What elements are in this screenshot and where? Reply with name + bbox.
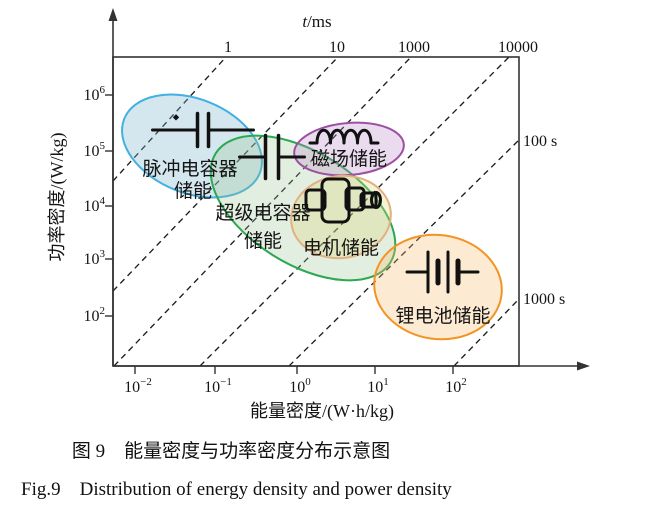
capacitor-icon [151,111,255,149]
x-tick-label-base: 10 [289,379,305,396]
time-line-1 [113,57,227,182]
x-tick-label-exp: −1 [220,376,232,388]
y-tick-label-exp: 2 [100,305,106,317]
x-tick-label-exp: 0 [305,376,311,388]
caption-chinese: 图 9 能量密度与功率密度分布示意图 [71,441,391,462]
y-tick-label: 102 [84,305,106,325]
caption-english: Fig.9 Distribution of energy density and… [21,479,452,500]
time-line-label-top: 1 [224,39,232,56]
x-tick-label-base: 10 [124,379,140,396]
top-axis-title: t/ms [302,12,331,31]
x-axis-title: 能量密度/(W·h/kg) [250,401,394,422]
region-label-motor-storage: 电机储能 [303,237,379,259]
x-axis-arrow [577,361,590,371]
time-line-label-top: 10 [329,39,345,56]
region-label-supercapacitor-storage: 超级电容器 [215,202,310,224]
y-tick-label: 106 [84,84,106,104]
y-tick-label-base: 10 [84,87,100,104]
region-label-lithium-battery-storage: 锂电池储能 [395,305,490,327]
x-tick-label-exp: −2 [140,376,152,388]
y-tick-label-base: 10 [84,198,100,215]
inductor-icon [308,128,380,145]
x-tick-label: 10−1 [204,376,232,396]
x-tick-label-base: 10 [445,379,461,396]
top-axis-title-unit: /ms [307,12,332,31]
y-tick-label-exp: 6 [100,84,106,96]
time-line-label-top: 10000 [498,39,538,56]
region-ellipse-pulse-capacitor-storage [121,93,263,199]
polarity-dot [172,114,180,121]
inductor-coil [308,128,380,145]
y-axis-title: 功率密度/(W/kg) [47,133,68,262]
capacitor-icon [238,133,306,181]
y-tick-label: 105 [84,140,106,160]
y-tick-label: 103 [84,248,106,268]
y-tick-label-exp: 4 [100,195,106,207]
motor-shaft [359,191,378,209]
region-label-pulse-capacitor-storage: 储能 [174,180,212,202]
y-tick-label-base: 10 [84,143,100,160]
region-label-magnetic-field-storage: 磁场储能 [311,148,387,170]
region-ellipse-supercapacitor-storage [209,134,397,282]
region-label-pulse-capacitor-storage: 脉冲电容器 [142,158,237,180]
time-line-label-right: 100 s [523,133,557,150]
motor-shaft-end [370,191,382,209]
time-line-label-top: 1000 [398,39,430,56]
region-ellipse-motor-storage [290,174,392,260]
x-tick-label-exp: 1 [383,376,389,388]
battery-icon [405,250,480,294]
y-tick-label-exp: 5 [100,140,106,152]
motor-icon [304,177,382,224]
region-ellipse-magnetic-field-storage [293,121,405,177]
time-line-1000-s [453,298,519,366]
x-tick-label: 102 [445,376,467,396]
motor-body [320,177,351,224]
y-axis-arrow [108,8,118,21]
y-tick-label: 104 [84,195,106,215]
region-label-supercapacitor-storage: 储能 [244,230,282,252]
x-tick-label: 101 [367,376,389,396]
x-tick-label-exp: 2 [461,376,467,388]
x-tick-label: 100 [289,376,311,396]
motor-left-cap [304,188,327,212]
time-line-label-right: 1000 s [523,291,565,308]
y-tick-label-base: 10 [84,251,100,268]
x-tick-label-base: 10 [367,379,383,396]
top-axis-title-t: t [302,12,308,31]
x-tick-label: 10−2 [124,376,152,396]
time-line-10 [113,57,339,292]
region-ellipse-lithium-battery-storage [373,233,503,341]
y-tick-label-base: 10 [84,308,100,325]
time-line-1000 [113,57,412,366]
x-tick-label-base: 10 [204,379,220,396]
time-line-100-s [288,139,519,366]
motor-right-cap [344,186,366,212]
y-tick-label-exp: 3 [100,248,106,260]
